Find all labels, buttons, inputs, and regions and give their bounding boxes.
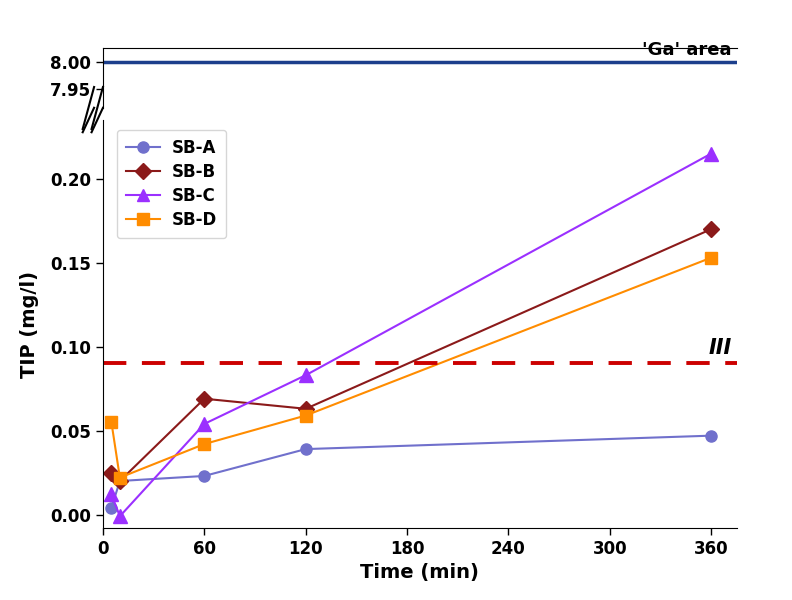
Y-axis label: TIP (mg/l): TIP (mg/l) (20, 271, 39, 377)
Legend: SB-A, SB-B, SB-C, SB-D: SB-A, SB-B, SB-C, SB-D (117, 130, 227, 238)
X-axis label: Time (min): Time (min) (360, 563, 479, 583)
Text: III: III (708, 338, 732, 358)
Text: 'Ga' area: 'Ga' area (642, 41, 732, 59)
